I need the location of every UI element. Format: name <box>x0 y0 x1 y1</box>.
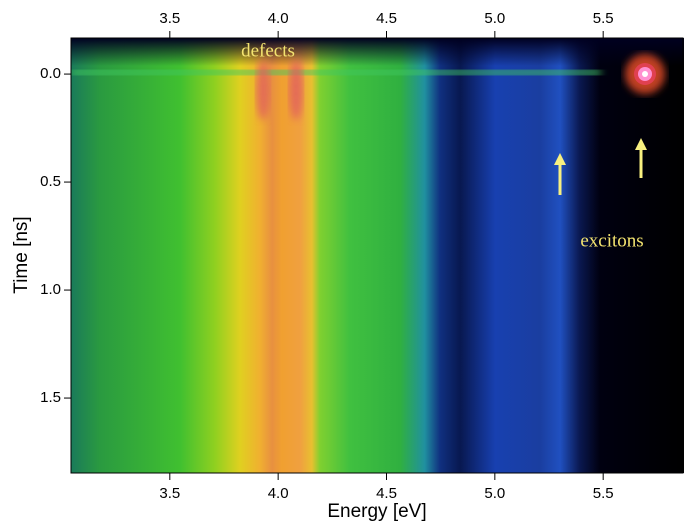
x-tick-label-top: 4.5 <box>376 10 397 27</box>
annotation: excitons <box>580 230 643 251</box>
x-axis-label: Energy [eV] <box>327 501 426 522</box>
annotation: defects <box>241 40 295 61</box>
x-tick-label-top: 5.0 <box>484 10 505 27</box>
x-tick-label: 3.5 <box>159 485 180 502</box>
x-tick-label-top: 3.5 <box>159 10 180 27</box>
x-tick-label: 4.5 <box>376 485 397 502</box>
y-tick-label: 0.0 <box>40 65 61 82</box>
y-tick-label: 0.5 <box>40 173 61 190</box>
x-tick-label-top: 4.0 <box>268 10 289 27</box>
x-tick-label: 4.0 <box>268 485 289 502</box>
y-tick-label: 1.5 <box>40 389 61 406</box>
x-tick-label-top: 5.5 <box>593 10 614 27</box>
y-tick-label: 1.0 <box>40 281 61 298</box>
y-axis-label: Time [ns] <box>11 216 32 293</box>
heatmap-image <box>71 38 684 473</box>
x-tick-label: 5.5 <box>593 485 614 502</box>
x-tick-label: 5.0 <box>484 485 505 502</box>
plot-frame <box>70 37 684 474</box>
